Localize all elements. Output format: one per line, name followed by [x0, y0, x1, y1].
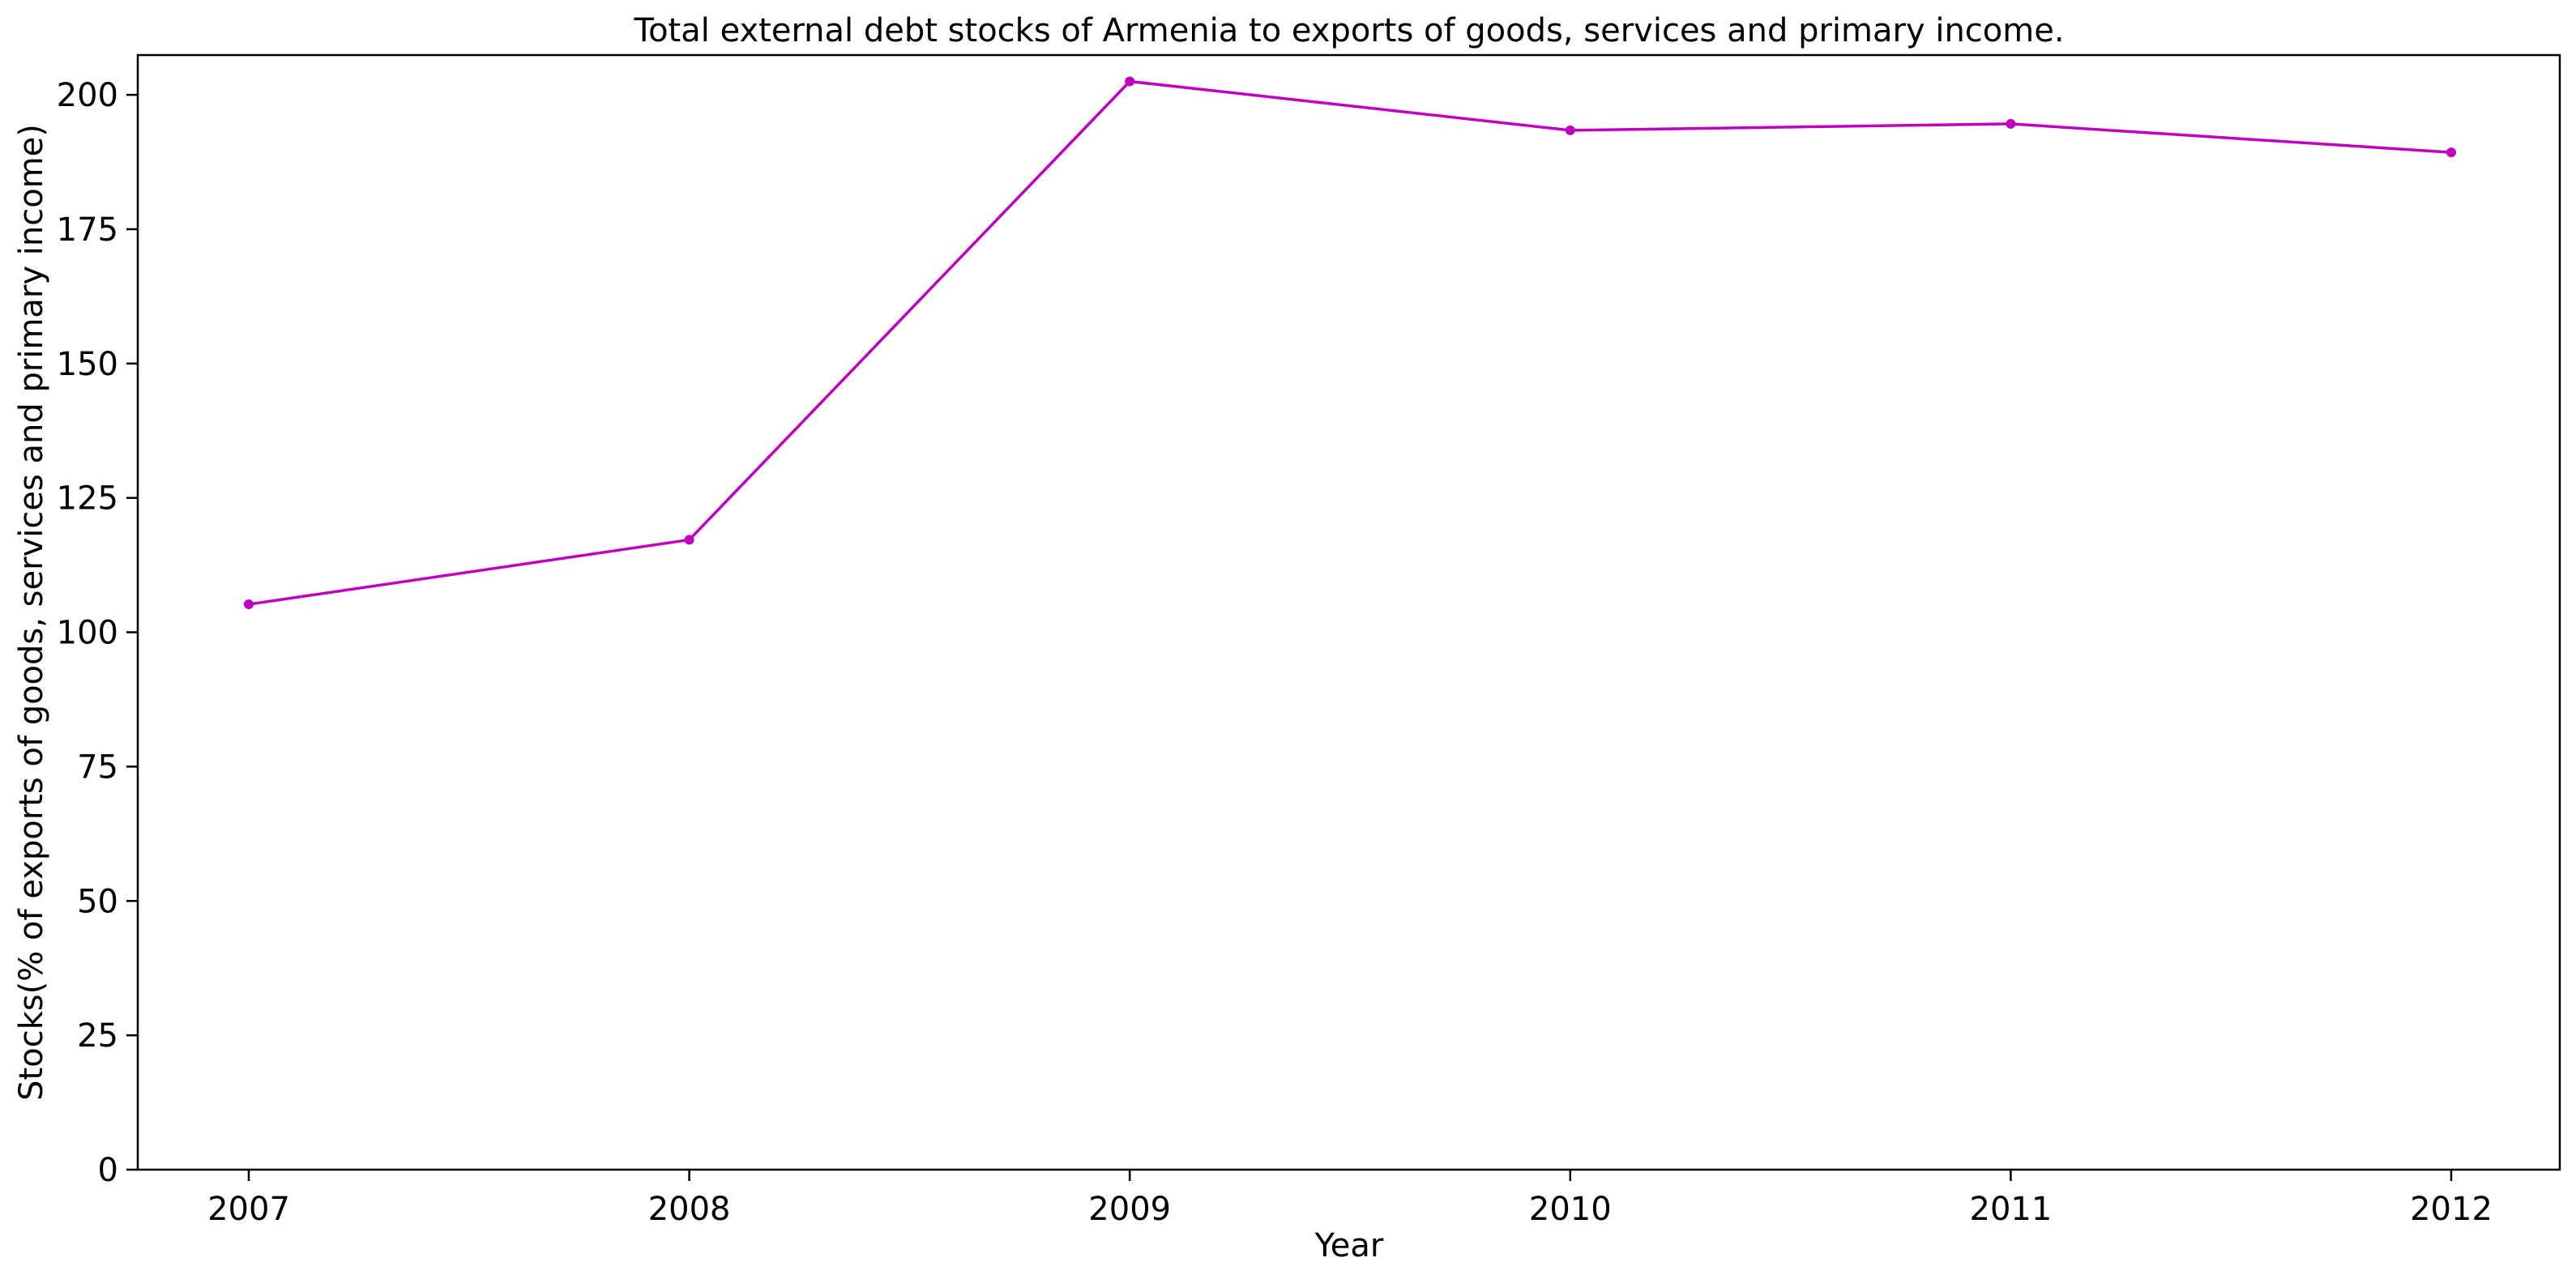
y-tick-label: 125 [57, 480, 118, 518]
x-tick-label: 2011 [1970, 1191, 2053, 1228]
x-tick-label: 2007 [207, 1191, 290, 1228]
data-point [2006, 118, 2016, 129]
y-tick-label: 0 [98, 1152, 118, 1189]
y-axis-label: Stocks(% of exports of goods, services a… [13, 124, 50, 1101]
data-point [2446, 147, 2456, 158]
data-point [1125, 76, 1135, 87]
data-point [244, 599, 254, 610]
data-point [684, 535, 694, 545]
data-point [1565, 125, 1575, 135]
x-axis-label: Year [1314, 1227, 1384, 1264]
chart-title: Total external debt stocks of Armenia to… [633, 12, 2064, 49]
x-tick-label: 2010 [1529, 1191, 1612, 1228]
y-tick-label: 150 [57, 346, 118, 383]
plot-area-frame [136, 53, 2561, 1171]
y-tick-label: 50 [77, 883, 118, 920]
y-axis: 0 25 50 75 100 125 150 175 200 [57, 77, 138, 1189]
x-tick-label: 2012 [2410, 1191, 2493, 1228]
y-tick-label: 75 [77, 748, 118, 786]
x-axis: 2007 2008 2009 2010 2011 2012 [207, 1170, 2493, 1228]
y-tick-label: 175 [57, 211, 118, 249]
series-layer [244, 76, 2456, 610]
x-tick-label: 2008 [648, 1191, 731, 1228]
y-tick-label: 25 [77, 1017, 118, 1055]
x-tick-label: 2009 [1088, 1191, 1171, 1228]
series-line [248, 79, 2452, 606]
y-tick-label: 200 [57, 77, 118, 114]
y-tick-label: 100 [57, 615, 118, 652]
